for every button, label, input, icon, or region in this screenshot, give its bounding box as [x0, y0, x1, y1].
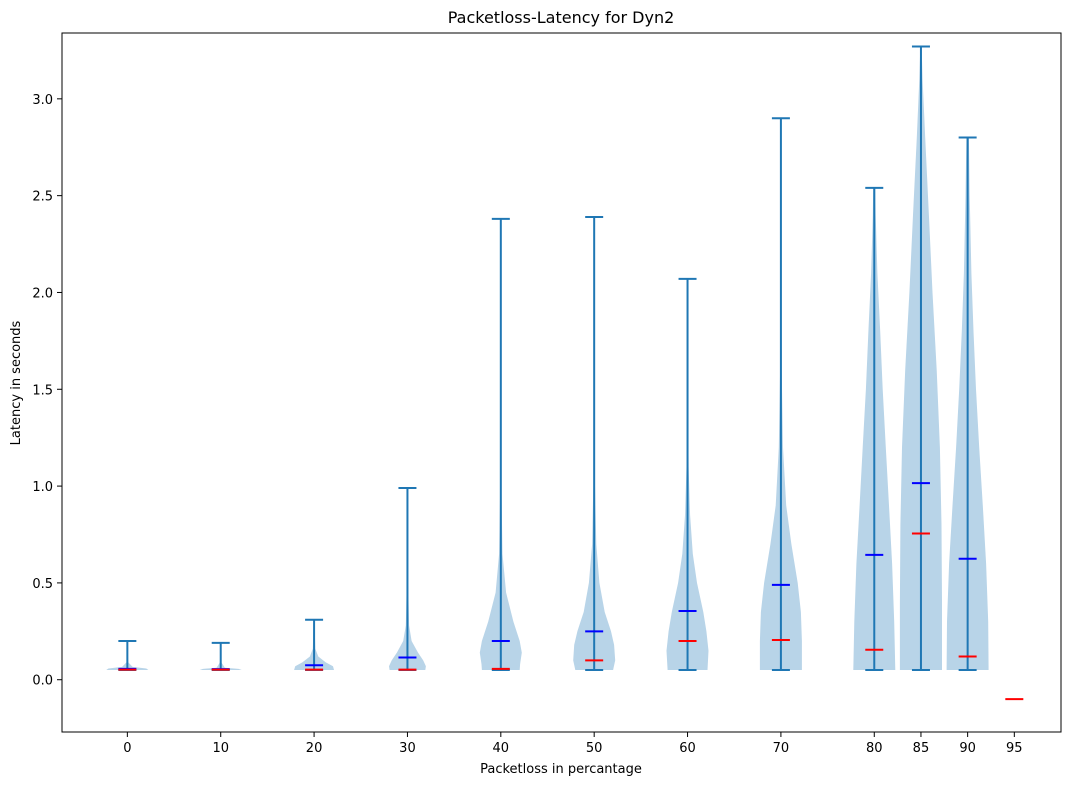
- y-tick-label: 3.0: [32, 93, 53, 108]
- x-tick-label: 80: [866, 741, 883, 756]
- x-tick-label: 60: [679, 741, 696, 756]
- violin-10: [199, 641, 242, 672]
- x-tick-label: 50: [586, 741, 603, 756]
- violin-30: [389, 487, 426, 672]
- y-axis-label: Latency in seconds: [9, 320, 24, 445]
- x-tick-label: 85: [913, 741, 930, 756]
- y-axis-ticks: 0.0 0.5 1.0 1.5 2.0 2.5 3.0: [32, 93, 62, 689]
- y-tick-label: 1.5: [32, 383, 53, 398]
- y-tick-label: 1.0: [32, 480, 53, 495]
- x-tick-label: 70: [773, 741, 790, 756]
- violin-90: [946, 136, 989, 672]
- violin-70: [759, 117, 802, 672]
- x-axis-label: Packetloss in percantage: [480, 762, 642, 777]
- y-tick-label: 2.0: [32, 286, 53, 301]
- x-tick-label: 40: [493, 741, 510, 756]
- y-tick-label: 2.5: [32, 190, 53, 205]
- violin-20: [294, 618, 334, 672]
- x-tick-label: 0: [123, 741, 131, 756]
- x-tick-label: 10: [212, 741, 229, 756]
- chart-title: Packetloss-Latency for Dyn2: [448, 8, 675, 27]
- x-tick-label: 90: [959, 741, 976, 756]
- x-axis-ticks: 0 10 20 30 40 50 60 70 80 85 90 95: [123, 732, 1023, 756]
- violin-40: [479, 217, 522, 672]
- violin-60: [666, 277, 709, 672]
- violin-85: [899, 45, 942, 672]
- x-tick-label: 30: [399, 741, 416, 756]
- y-tick-label: 0.0: [32, 674, 53, 689]
- violin-group: [106, 45, 1024, 701]
- violin-0: [106, 639, 149, 672]
- plot-frame: [61, 32, 1062, 733]
- violin-80: [853, 186, 896, 672]
- violin-50: [573, 215, 616, 672]
- x-tick-label: 20: [306, 741, 323, 756]
- x-tick-label: 95: [1006, 741, 1023, 756]
- y-tick-label: 0.5: [32, 577, 53, 592]
